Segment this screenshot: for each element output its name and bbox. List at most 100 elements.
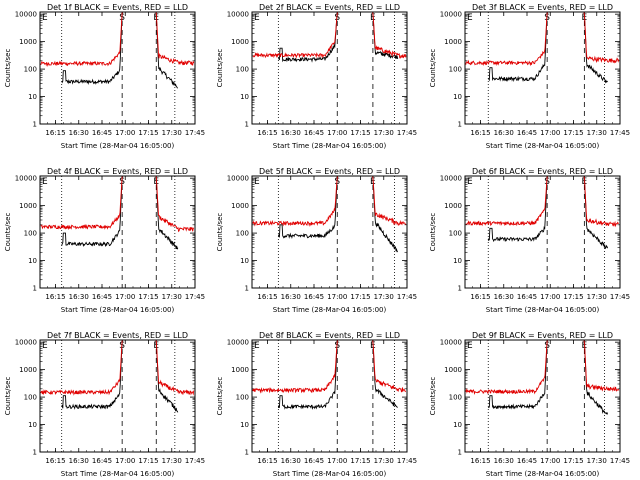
y-tick-label: 10000 bbox=[15, 175, 37, 183]
x-axis-label: Start Time (28-Mar-04 16:05:00) bbox=[61, 306, 175, 314]
x-tick-label: 17:30 bbox=[587, 293, 607, 301]
x-tick-label: 16:15 bbox=[470, 293, 490, 301]
y-tick-label: 1000 bbox=[444, 366, 462, 374]
y-tick-label: 1000 bbox=[19, 38, 37, 46]
x-axis-label: Start Time (28-Mar-04 16:05:00) bbox=[273, 470, 387, 478]
y-tick-label: 1 bbox=[245, 121, 249, 129]
plot-frame bbox=[251, 11, 408, 125]
y-tick-label: 10 bbox=[28, 93, 37, 101]
x-tick-label: 16:30 bbox=[69, 293, 89, 301]
y-tick-label: 100 bbox=[449, 66, 462, 74]
panel-det-2: Det 2f BLACK = Events, RED = LLD Counts/s… bbox=[216, 3, 417, 150]
lld-series-line bbox=[252, 175, 407, 227]
x-tick-label: 17:45 bbox=[610, 129, 630, 137]
y-axis-label: Counts/sec bbox=[216, 213, 224, 252]
x-axis-label: Start Time (28-Mar-04 16:05:00) bbox=[273, 142, 387, 150]
x-tick-label: 17:45 bbox=[610, 457, 630, 465]
x-tick-label: 17:45 bbox=[397, 457, 417, 465]
plot-frame bbox=[251, 339, 408, 453]
y-tick-label: 100 bbox=[24, 66, 37, 74]
y-tick-label: 1 bbox=[33, 285, 37, 293]
y-tick-label: 1 bbox=[458, 285, 462, 293]
x-tick-label: 17:00 bbox=[540, 457, 560, 465]
x-tick-label: 17:00 bbox=[115, 293, 135, 301]
panel-title: Det 3f BLACK = Events, RED = LLD bbox=[472, 3, 613, 12]
events-series-line bbox=[61, 11, 178, 89]
x-tick-label: 17:15 bbox=[350, 457, 370, 465]
x-tick-label: 17:45 bbox=[610, 293, 630, 301]
x-axis-label: Start Time (28-Mar-04 16:05:00) bbox=[61, 142, 175, 150]
y-tick-label: 10000 bbox=[15, 11, 37, 19]
x-tick-label: 16:45 bbox=[304, 129, 324, 137]
x-tick-label: 17:45 bbox=[185, 457, 205, 465]
x-tick-label: 16:30 bbox=[281, 293, 301, 301]
plot-frame bbox=[39, 339, 196, 453]
x-tick-label: 16:15 bbox=[45, 293, 65, 301]
plot-frame bbox=[464, 175, 621, 289]
x-tick-label: 16:15 bbox=[257, 129, 277, 137]
events-series-line bbox=[61, 339, 179, 413]
y-tick-label: 1000 bbox=[444, 38, 462, 46]
lld-series-line bbox=[40, 339, 195, 396]
y-tick-label: 10000 bbox=[227, 175, 249, 183]
plot-frame bbox=[39, 11, 196, 125]
y-tick-label: 100 bbox=[24, 394, 37, 402]
x-tick-label: 17:15 bbox=[563, 129, 583, 137]
x-axis-label: Start Time (28-Mar-04 16:05:00) bbox=[273, 306, 387, 314]
x-tick-label: 17:00 bbox=[540, 129, 560, 137]
y-axis-label: Counts/sec bbox=[4, 49, 12, 88]
y-tick-label: 1 bbox=[245, 285, 249, 293]
y-axis-label: Counts/sec bbox=[4, 377, 12, 416]
x-axis-label: Start Time (28-Mar-04 16:05:00) bbox=[61, 470, 175, 478]
x-tick-label: 17:15 bbox=[350, 293, 370, 301]
y-tick-label: 10 bbox=[453, 93, 462, 101]
x-axis-label: Start Time (28-Mar-04 16:05:00) bbox=[486, 142, 600, 150]
x-tick-label: 16:45 bbox=[517, 293, 537, 301]
lld-series-line bbox=[252, 11, 407, 59]
lld-series-line bbox=[40, 175, 195, 233]
y-axis-label: Counts/sec bbox=[429, 49, 437, 88]
y-tick-label: 10 bbox=[240, 93, 249, 101]
y-tick-label: 10000 bbox=[227, 11, 249, 19]
x-tick-label: 17:15 bbox=[138, 457, 158, 465]
panel-title: Det 8f BLACK = Events, RED = LLD bbox=[259, 331, 400, 340]
y-tick-label: 1000 bbox=[231, 38, 249, 46]
lld-series-line bbox=[465, 175, 620, 228]
corner-label: E bbox=[467, 341, 473, 351]
x-tick-label: 17:00 bbox=[327, 293, 347, 301]
panel-det-8: Det 8f BLACK = Events, RED = LLD Counts/s… bbox=[216, 331, 417, 478]
lld-series-line bbox=[465, 339, 620, 395]
x-tick-label: 17:15 bbox=[563, 457, 583, 465]
y-axis-label: Counts/sec bbox=[429, 377, 437, 416]
corner-label: E bbox=[254, 341, 260, 351]
lld-series-line bbox=[40, 11, 195, 67]
x-tick-label: 17:15 bbox=[138, 293, 158, 301]
x-tick-label: 17:15 bbox=[563, 293, 583, 301]
x-tick-label: 16:30 bbox=[281, 457, 301, 465]
x-tick-label: 16:15 bbox=[257, 293, 277, 301]
y-axis-label: Counts/sec bbox=[216, 377, 224, 416]
x-tick-label: 16:45 bbox=[92, 457, 112, 465]
panel-det-7: Det 7f BLACK = Events, RED = LLD Counts/s… bbox=[4, 331, 205, 478]
y-tick-label: 100 bbox=[24, 230, 37, 238]
y-tick-label: 100 bbox=[236, 394, 249, 402]
x-tick-label: 17:45 bbox=[185, 129, 205, 137]
y-tick-label: 10 bbox=[28, 421, 37, 429]
x-tick-label: 16:15 bbox=[470, 129, 490, 137]
x-tick-label: 17:45 bbox=[397, 293, 417, 301]
corner-label: E bbox=[42, 177, 48, 187]
y-tick-label: 1000 bbox=[19, 202, 37, 210]
y-tick-label: 10000 bbox=[440, 339, 462, 347]
y-tick-label: 1 bbox=[458, 121, 462, 129]
panel-title: Det 1f BLACK = Events, RED = LLD bbox=[47, 3, 188, 12]
x-tick-label: 17:00 bbox=[327, 457, 347, 465]
panel-det-3: Det 3f BLACK = Events, RED = LLD Counts/s… bbox=[429, 3, 630, 150]
x-tick-label: 17:30 bbox=[374, 129, 394, 137]
x-tick-label: 17:45 bbox=[185, 293, 205, 301]
y-tick-label: 1 bbox=[245, 449, 249, 457]
y-tick-label: 1 bbox=[458, 449, 462, 457]
x-tick-label: 17:30 bbox=[162, 129, 182, 137]
y-tick-label: 10 bbox=[28, 257, 37, 265]
x-tick-label: 17:30 bbox=[162, 457, 182, 465]
